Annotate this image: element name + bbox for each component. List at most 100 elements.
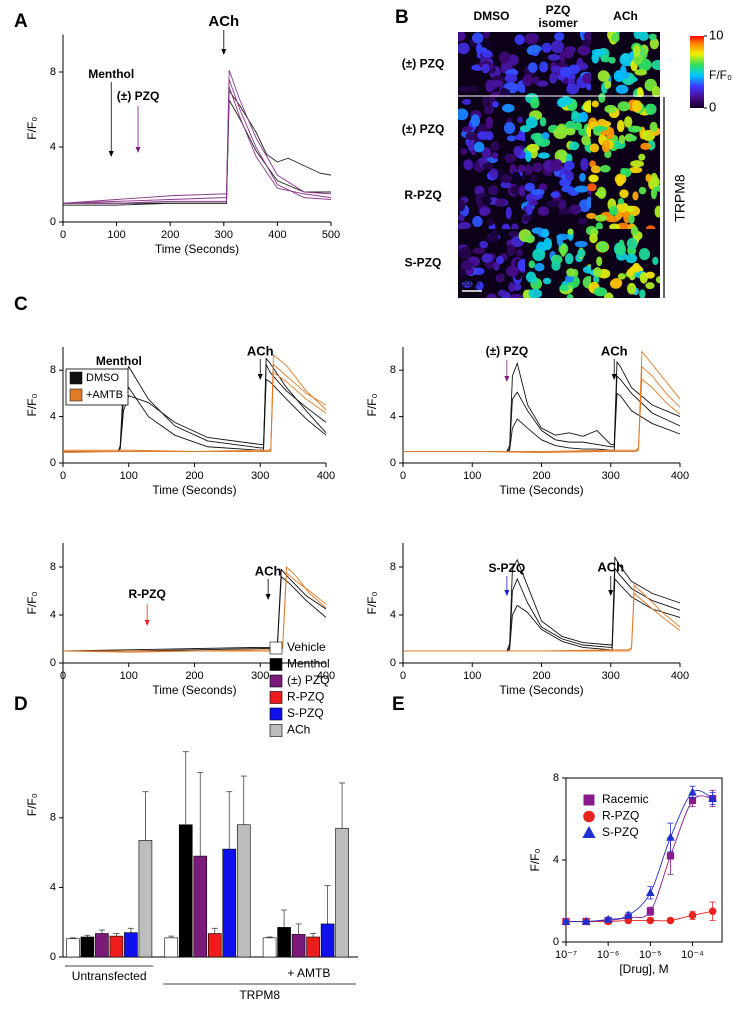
- legend-label: S-PZQ: [602, 825, 639, 839]
- cell: [564, 253, 574, 265]
- cell: [617, 101, 631, 112]
- x-tick-label: 200: [185, 470, 203, 482]
- cell: [577, 217, 587, 225]
- y-tick-label: 8: [50, 812, 56, 824]
- cell: [638, 153, 646, 161]
- cell: [611, 32, 620, 43]
- annotation: ACh: [208, 13, 239, 30]
- cell: [503, 82, 518, 90]
- cell: [649, 121, 658, 133]
- cell: [499, 87, 510, 98]
- x-axis-label: Time (Seconds): [499, 683, 583, 697]
- column-label: PZQ: [546, 3, 571, 17]
- y-tick-label: 8: [50, 561, 56, 573]
- cell: [472, 216, 483, 228]
- y-tick-label: 4: [390, 411, 396, 423]
- cell: [593, 287, 608, 297]
- cell: [541, 42, 552, 53]
- cell: [537, 206, 550, 216]
- cell: [626, 268, 634, 277]
- cell: [554, 32, 565, 42]
- column-label: ACh: [613, 9, 638, 23]
- cell: [618, 134, 626, 144]
- x-tick-label: 200: [532, 470, 550, 482]
- x-tick-label: 300: [602, 670, 620, 682]
- cell: [490, 141, 500, 152]
- cell: [639, 289, 646, 298]
- cell: [482, 95, 489, 107]
- cell: [626, 237, 638, 250]
- trace: [63, 86, 332, 204]
- group-label: + AMTB: [287, 966, 330, 980]
- y-tick-label: 0: [50, 216, 56, 228]
- cell: [648, 33, 657, 41]
- cell: [513, 283, 522, 291]
- cell: [482, 162, 494, 170]
- cell: [630, 160, 645, 168]
- x-tick-label: 200: [185, 670, 203, 682]
- trace: [403, 378, 681, 452]
- cell: [596, 241, 609, 253]
- cell: [597, 118, 607, 127]
- bar: [291, 934, 306, 958]
- cell: [633, 44, 641, 58]
- marker: [603, 914, 613, 923]
- cell: [569, 204, 582, 215]
- cell: [524, 164, 533, 176]
- cell: [532, 162, 543, 173]
- cell: [497, 289, 507, 298]
- cell: [528, 260, 536, 269]
- arrow-head: [504, 376, 510, 382]
- legend-label: Menthol: [287, 657, 330, 671]
- cell: [509, 293, 523, 298]
- arrow-head: [611, 374, 617, 380]
- panel-label: C: [14, 294, 28, 315]
- cell: [651, 85, 660, 99]
- x-tick-label: 500: [322, 229, 340, 241]
- legend-label: Racemic: [602, 792, 649, 806]
- cell: [644, 103, 657, 115]
- y-axis-label: F/F₀: [25, 793, 39, 816]
- annotation: S-PZQ: [489, 561, 526, 575]
- y-axis-label: F/F₀: [25, 591, 39, 614]
- marker: [583, 794, 595, 806]
- legend-swatch: [69, 371, 83, 385]
- cell: [574, 122, 583, 131]
- marker: [561, 916, 571, 925]
- cell: [498, 273, 505, 280]
- cell: [475, 43, 483, 55]
- cell: [598, 92, 606, 103]
- cell: [592, 125, 607, 132]
- legend-swatch: [269, 641, 283, 655]
- cell: [549, 158, 563, 172]
- cell: [638, 248, 651, 261]
- row-label: (±) PZQ: [402, 122, 445, 136]
- cell: [499, 51, 510, 64]
- cell: [578, 128, 589, 136]
- cell: [587, 183, 597, 192]
- image-grid: [458, 32, 660, 298]
- bar: [138, 840, 153, 958]
- cell: [522, 215, 532, 222]
- cell: [632, 125, 642, 132]
- cell: [524, 33, 539, 45]
- marker: [688, 796, 697, 805]
- y-tick-label: 8: [390, 364, 396, 376]
- cell: [531, 188, 545, 196]
- cell: [627, 282, 637, 295]
- cell: [507, 244, 516, 257]
- x-tick-label: 0: [400, 670, 406, 682]
- cell: [631, 100, 643, 113]
- cell: [508, 230, 520, 238]
- bar: [80, 936, 95, 958]
- cell: [574, 185, 589, 193]
- cell: [530, 97, 540, 109]
- panel-label: D: [14, 694, 28, 715]
- cell: [528, 62, 538, 73]
- trace: [62, 79, 332, 204]
- cell: [591, 100, 599, 108]
- cell: [539, 61, 549, 73]
- cell: [649, 38, 659, 50]
- cell: [626, 205, 635, 213]
